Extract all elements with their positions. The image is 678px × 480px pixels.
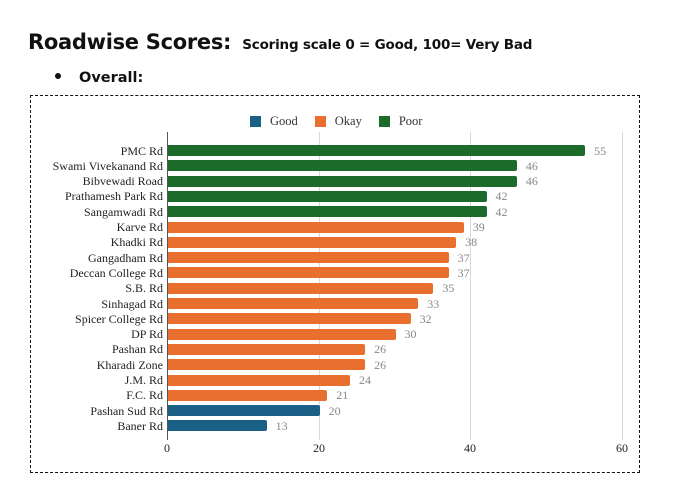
- x-tick-label: 60: [616, 441, 628, 455]
- value-label: 32: [419, 311, 432, 326]
- bar-okay: [168, 313, 411, 325]
- x-tick-label: 20: [313, 441, 325, 455]
- value-label: 13: [275, 418, 288, 433]
- category-label: F.C. Rd: [126, 388, 163, 403]
- bar-okay: [168, 359, 366, 371]
- category-label: Sangamwadi Rd: [84, 204, 163, 219]
- category-label: Khadki Rd: [110, 235, 163, 250]
- value-label: 35: [442, 281, 455, 296]
- legend-label-good: Good: [270, 114, 298, 128]
- category-label: Bibvewadi Road: [82, 174, 163, 189]
- bar-good: [168, 405, 320, 417]
- legend-item-good: Good: [250, 114, 298, 129]
- section-label: Overall:: [79, 70, 144, 86]
- category-label: Baner Rd: [117, 418, 163, 433]
- value-label: 46: [525, 174, 538, 189]
- y-axis-line: [167, 132, 168, 440]
- category-label: Kharadi Zone: [96, 357, 163, 372]
- category-label: S.B. Rd: [125, 281, 163, 296]
- chart-frame: [30, 95, 640, 473]
- value-label: 20: [328, 403, 341, 418]
- category-label: J.M. Rd: [124, 373, 163, 387]
- value-label: 37: [457, 265, 470, 280]
- legend-item-okay: Okay: [314, 114, 362, 129]
- legend-swatch-okay: [314, 116, 326, 127]
- category-label: PMC Rd: [120, 143, 163, 158]
- bar-okay: [168, 389, 328, 401]
- category-label: DP Rd: [131, 327, 163, 342]
- bar-okay: [168, 221, 464, 233]
- value-label: 42: [495, 189, 508, 204]
- category-label: Pashan Sud Rd: [90, 403, 163, 418]
- bar-okay: [168, 252, 449, 264]
- category-label: Pashan Rd: [112, 342, 163, 357]
- legend-swatch-good: [250, 116, 261, 127]
- value-label: 24: [359, 373, 371, 387]
- value-label: 46: [525, 158, 538, 173]
- bar-good: [168, 420, 267, 432]
- value-label: 38: [465, 235, 478, 250]
- bar-poor: [168, 145, 586, 156]
- category-label: Deccan College Rd: [69, 265, 163, 280]
- gridline: [470, 132, 471, 440]
- page-header: Roadwise Scores: Scoring scale 0 = Good,…: [28, 30, 532, 54]
- bar-okay: [168, 267, 449, 279]
- category-label: Sinhagad Rd: [101, 296, 163, 311]
- value-label: 26: [374, 357, 387, 372]
- gridline: [622, 132, 623, 440]
- bar-okay: [168, 236, 457, 248]
- category-label: Karve Rd: [116, 220, 163, 234]
- value-label: 33: [427, 296, 440, 311]
- category-label: Prathamesh Park Rd: [65, 189, 163, 204]
- bar-poor: [168, 206, 487, 218]
- bar-okay: [168, 343, 366, 355]
- page-title: Roadwise Scores:: [28, 30, 232, 54]
- category-label: Gangadham Rd: [88, 250, 163, 265]
- bar-okay: [168, 374, 350, 386]
- bar-poor: [168, 175, 517, 187]
- bar-okay: [168, 328, 396, 340]
- legend-label-okay: Okay: [334, 114, 362, 128]
- value-label: 39: [472, 220, 485, 234]
- value-label: 26: [374, 342, 387, 357]
- value-label: 30: [404, 327, 417, 342]
- value-label: 37: [457, 250, 470, 265]
- bar-okay: [168, 282, 434, 294]
- value-label: 55: [594, 143, 607, 158]
- value-label: 21: [336, 388, 349, 403]
- legend-item-poor: Poor: [378, 114, 423, 129]
- bar-poor: [168, 190, 487, 202]
- bullet-dot-icon: [55, 73, 61, 79]
- bar-okay: [168, 298, 419, 309]
- bar-poor: [168, 160, 517, 172]
- chart-legend: Good Okay Poor: [250, 114, 439, 129]
- scoring-scale-note: Scoring scale 0 = Good, 100= Very Bad: [242, 37, 533, 53]
- category-label: Spicer College Rd: [75, 311, 163, 326]
- legend-label-poor: Poor: [398, 114, 423, 128]
- section-bullet: Overall:: [55, 70, 143, 86]
- category-label: Swami Vivekanand Rd: [52, 158, 163, 173]
- x-tick-label: 0: [164, 441, 170, 455]
- value-label: 42: [495, 204, 508, 219]
- legend-swatch-poor: [378, 116, 390, 127]
- x-tick-label: 40: [464, 441, 476, 455]
